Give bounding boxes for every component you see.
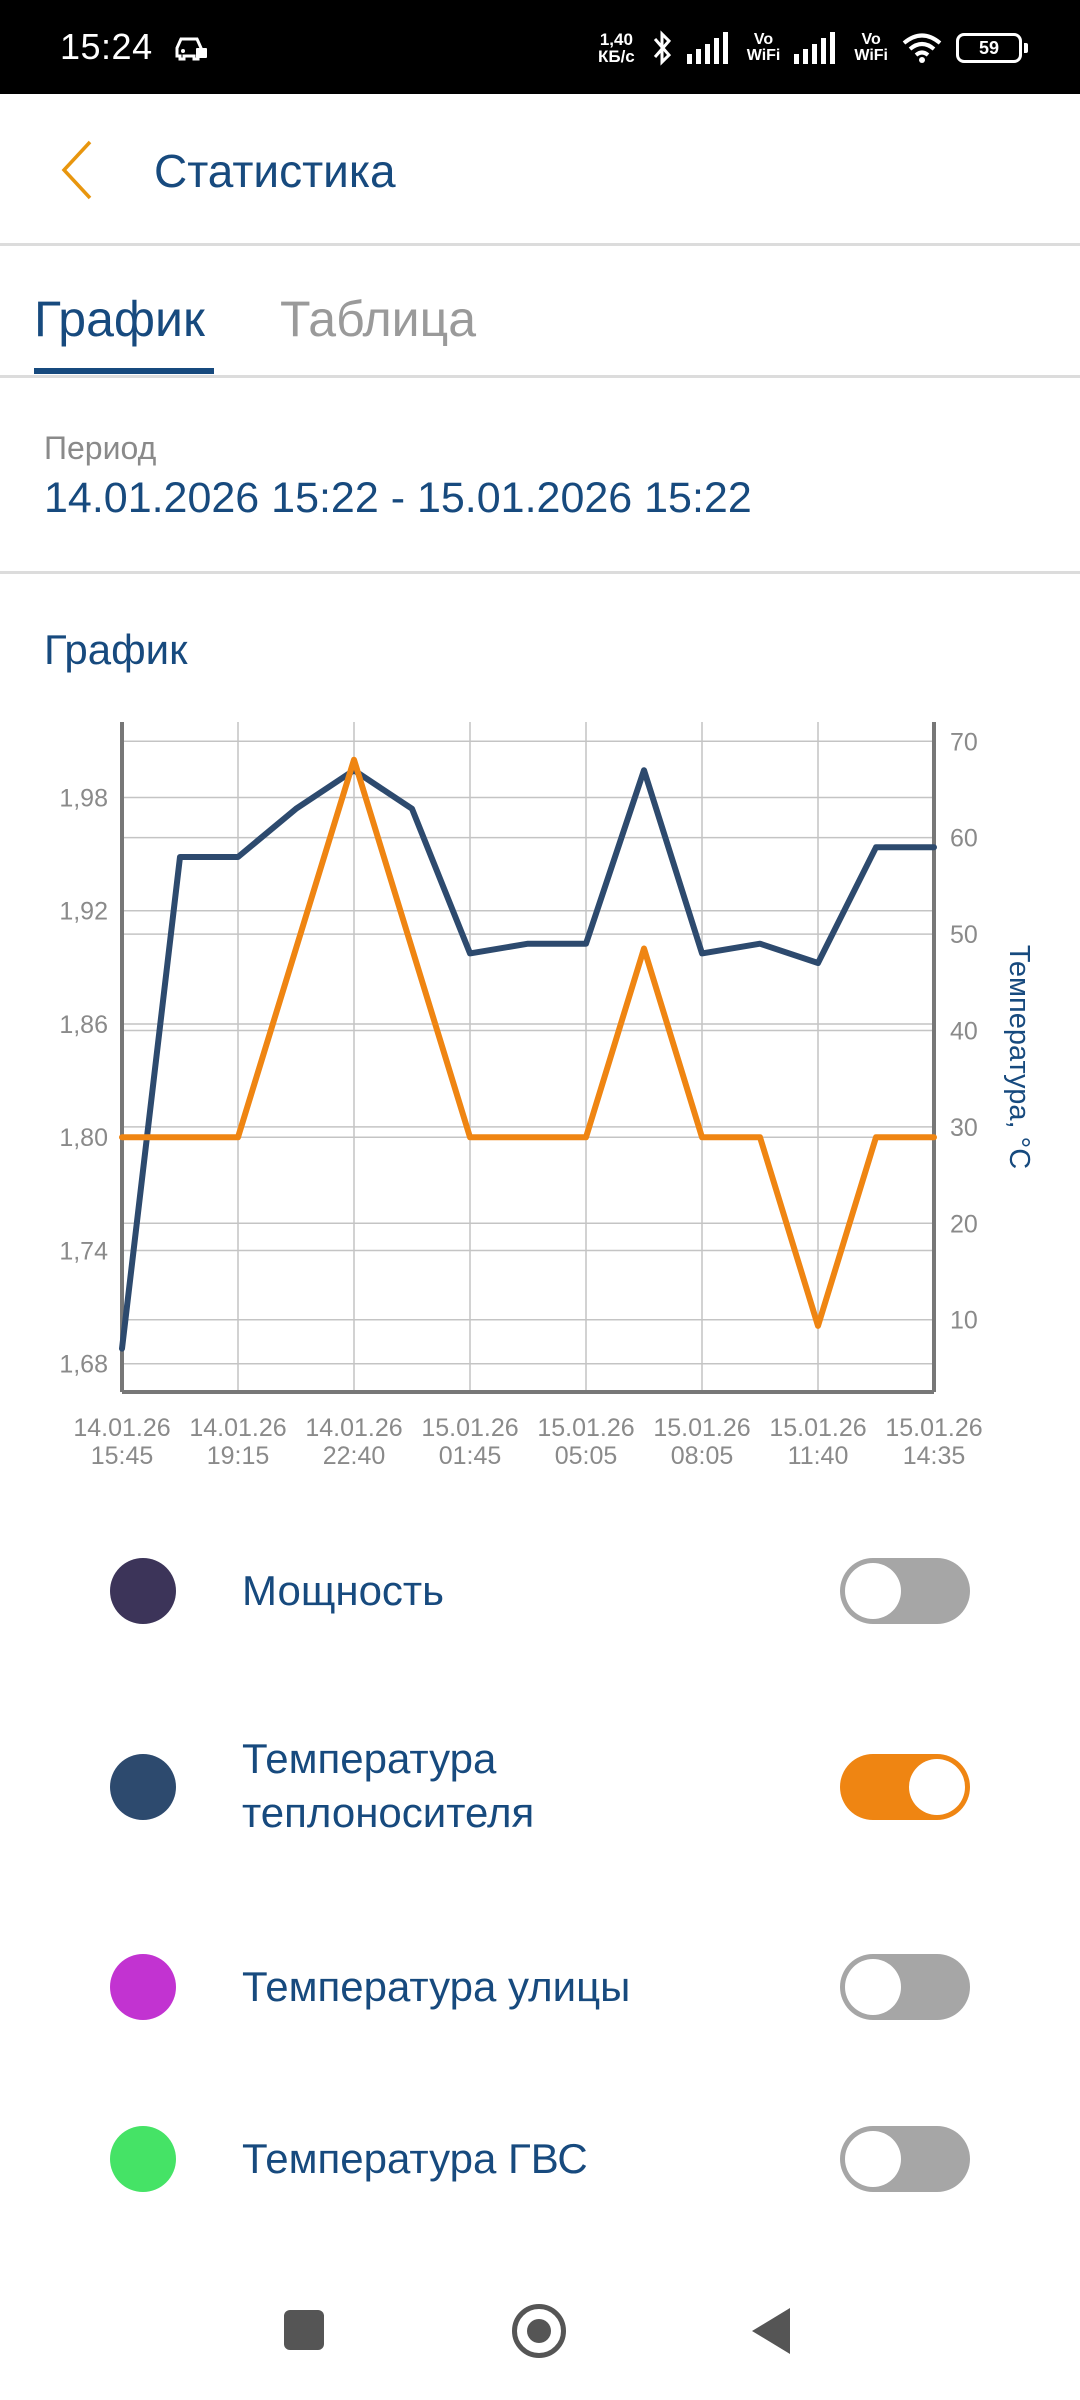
status-icons: 1,40 КБ/с Vo WiFi Vo WiFi bbox=[598, 26, 1028, 70]
toggle-knob bbox=[845, 1959, 901, 2015]
y-tick-label-left: 1,68 bbox=[59, 1351, 108, 1379]
toggle-coolant-temperature[interactable] bbox=[840, 1754, 970, 1820]
toggle-knob bbox=[909, 1759, 965, 1815]
net-speed-unit: КБ/с bbox=[597, 47, 635, 66]
x-tick-label-date: 15.01.26 bbox=[769, 1414, 866, 1442]
legend-dot bbox=[110, 2126, 176, 2192]
y-tick-label-left: 1,74 bbox=[59, 1237, 108, 1265]
chevron-left-icon bbox=[61, 140, 92, 200]
x-tick-label-time: 05:05 bbox=[555, 1442, 618, 1470]
x-tick-label-date: 14.01.26 bbox=[73, 1414, 170, 1442]
toggle-hot-water-temperature[interactable] bbox=[840, 2126, 970, 2192]
x-tick-label-date: 14.01.26 bbox=[189, 1414, 286, 1442]
app-header: Статистика bbox=[0, 94, 1080, 246]
x-tick-label-time: 19:15 bbox=[207, 1442, 270, 1470]
y-tick-label-right: 50 bbox=[950, 921, 978, 949]
legend-label: Мощность bbox=[242, 1567, 445, 1614]
vo-wifi-top: Vo bbox=[861, 31, 881, 48]
legend-dot bbox=[110, 1954, 176, 2020]
recent-apps-icon[interactable] bbox=[284, 2310, 324, 2350]
toggle-knob bbox=[845, 1563, 901, 1619]
back-icon[interactable] bbox=[752, 2308, 790, 2354]
vo-wifi-bottom: WiFi bbox=[854, 47, 888, 64]
x-tick-label-date: 14.01.26 bbox=[305, 1414, 402, 1442]
legend-item-street-temperature: Температура улицы bbox=[0, 1954, 1080, 2020]
x-tick-label-time: 22:40 bbox=[323, 1442, 386, 1470]
car-lock-icon bbox=[175, 37, 207, 61]
y-tick-label-left: 1,98 bbox=[59, 784, 108, 812]
legend-dot bbox=[110, 1754, 176, 1820]
statistics-chart: 1,68 1,74 1,80 1,86 1,92 1,98 10 20 30 40 50 60 70 Те… bbox=[59, 722, 1035, 1470]
y-tick-label-left: 1,86 bbox=[59, 1011, 108, 1039]
x-tick-label-date: 15.01.26 bbox=[653, 1414, 750, 1442]
legend-label-line2: теплоносителя bbox=[242, 1789, 535, 1836]
y-tick-label-right: 30 bbox=[950, 1114, 978, 1142]
tab-bar: График Таблица bbox=[0, 246, 1080, 378]
series-line bbox=[119, 756, 937, 1329]
wifi-icon bbox=[902, 33, 942, 63]
y-axis-title-right: Температура, °C bbox=[1003, 945, 1035, 1169]
x-tick-label-time: 01:45 bbox=[439, 1442, 502, 1470]
x-tick-label-time: 15:45 bbox=[91, 1442, 154, 1470]
back-button[interactable] bbox=[40, 132, 116, 208]
y-tick-label-right: 10 bbox=[950, 1307, 978, 1335]
y-tick-label-left: 1,92 bbox=[59, 898, 108, 926]
signal-icon bbox=[794, 32, 836, 64]
legend-item-power: Мощность bbox=[0, 1558, 1080, 1624]
signal-icon bbox=[686, 32, 728, 64]
x-tick-label-date: 15.01.26 bbox=[537, 1414, 634, 1442]
chart-heading: График bbox=[44, 626, 188, 673]
bluetooth-icon bbox=[653, 30, 671, 66]
legend-label-line1: Температура bbox=[242, 1735, 497, 1782]
legend-dot bbox=[110, 1558, 176, 1624]
y-tick-label-right: 70 bbox=[950, 728, 978, 756]
period-selector[interactable]: Период 14.01.2026 15:22 - 15.01.2026 15:… bbox=[0, 378, 1080, 574]
x-tick-label-date: 15.01.26 bbox=[885, 1414, 982, 1442]
battery-icon: 59 bbox=[956, 33, 1028, 63]
legend-item-coolant-temperature: Температура теплоносителя bbox=[0, 1735, 1080, 1864]
page-title: Статистика bbox=[154, 145, 396, 197]
battery-level: 59 bbox=[978, 37, 1000, 58]
series-line bbox=[119, 767, 937, 1352]
x-tick-label-date: 15.01.26 bbox=[421, 1414, 518, 1442]
period-label: Период bbox=[44, 430, 157, 466]
toggle-street-temperature[interactable] bbox=[840, 1954, 970, 2020]
x-tick-label-time: 11:40 bbox=[788, 1442, 849, 1470]
y-tick-label-right: 60 bbox=[950, 825, 978, 853]
toggle-knob bbox=[845, 2131, 901, 2187]
y-tick-label-right: 20 bbox=[950, 1210, 978, 1238]
vo-wifi-label: Vo WiFi bbox=[747, 32, 781, 64]
vo-wifi-top: Vo bbox=[753, 31, 774, 48]
y-tick-label-right: 40 bbox=[950, 1017, 978, 1045]
net-speed: 1,40 КБ/с bbox=[598, 31, 635, 65]
system-nav-bar bbox=[0, 2262, 1080, 2400]
status-time: 15:24 bbox=[60, 26, 153, 67]
vo-wifi-bottom: WiFi bbox=[746, 47, 781, 64]
legend-label: Температура улицы bbox=[242, 1963, 631, 2010]
x-tick-label-time: 14:35 bbox=[903, 1442, 966, 1470]
period-value[interactable]: 14.01.2026 15:22 - 15.01.2026 15:22 bbox=[44, 474, 752, 522]
status-bar: 15:24 1,40 КБ/с Vo WiFi bbox=[0, 0, 1080, 94]
x-tick-label-time: 08:05 bbox=[671, 1442, 734, 1470]
home-icon[interactable] bbox=[512, 2304, 566, 2358]
y-tick-label-left: 1,80 bbox=[59, 1124, 108, 1152]
net-speed-value: 1,40 bbox=[599, 30, 633, 49]
toggle-power[interactable] bbox=[840, 1558, 970, 1624]
vo-wifi-label: Vo WiFi bbox=[854, 32, 888, 64]
tab-graph[interactable]: График bbox=[34, 291, 205, 347]
legend-item-hot-water-temperature: Температура ГВС bbox=[0, 2126, 1080, 2192]
active-tab-indicator bbox=[34, 368, 214, 374]
legend-label: Температура ГВС bbox=[242, 2135, 588, 2182]
tab-table[interactable]: Таблица bbox=[280, 291, 477, 347]
